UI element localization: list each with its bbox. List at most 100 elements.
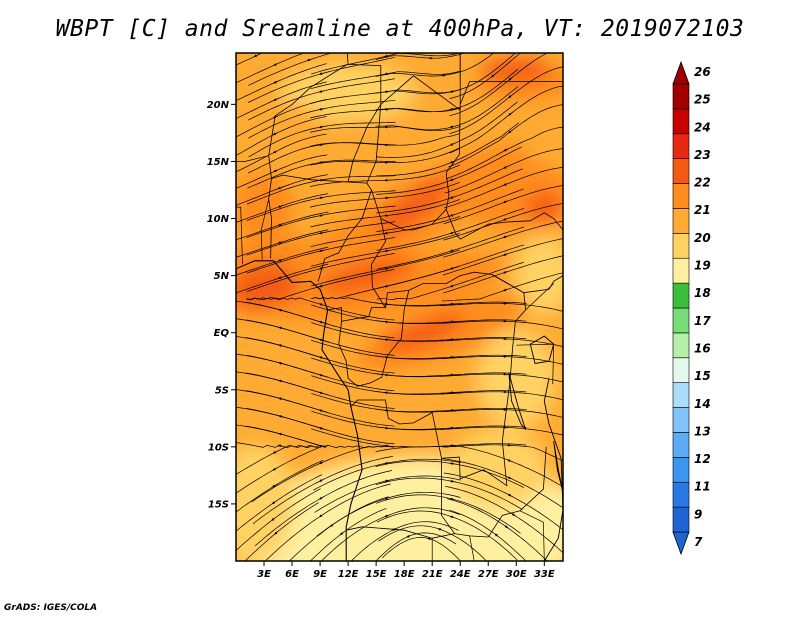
streamline-arrow [306, 58, 313, 62]
lat-tick-label: 5S [215, 385, 229, 396]
streamline-arrow [502, 200, 509, 203]
streamline-arrow [274, 530, 279, 535]
colorbar-label: 16 [694, 341, 711, 355]
streamline-arrow [427, 537, 433, 541]
streamline-arrow [508, 76, 514, 81]
streamline-arrow [278, 344, 284, 348]
colorbar-segment [672, 432, 690, 458]
lat-tick-label: 20N [207, 100, 230, 111]
colorbar-segment [672, 332, 690, 359]
streamline-arrow [271, 517, 277, 521]
streamline-arrow [278, 308, 284, 312]
streamline-arrow [502, 288, 509, 292]
lon-tick-label: 3E [257, 569, 271, 580]
border-line [441, 446, 547, 538]
map-plot-area [236, 53, 563, 561]
colorbar-segment [672, 108, 690, 135]
streamline-arrow [511, 513, 517, 517]
colorbar-label: 13 [694, 424, 711, 438]
border-line [371, 189, 493, 309]
colorbar-label: 23 [694, 148, 711, 162]
streamline-arrow [507, 476, 513, 480]
lon-tick-label: 24E [450, 569, 471, 580]
streamline-arrow [318, 213, 325, 217]
border-line [529, 335, 555, 365]
lat-tick-label: 10S [208, 442, 229, 453]
streamline-arrow [504, 525, 510, 530]
lat-tick-label: 5N [214, 271, 230, 282]
streamline-arrow [272, 115, 279, 119]
streamline-arrow [318, 107, 325, 111]
colorbar-label: 25 [694, 93, 711, 107]
streamline-arrow [437, 528, 444, 531]
streamline-arrow [278, 326, 284, 330]
streamline-arrow [384, 461, 390, 465]
streamline-arrow [384, 231, 390, 235]
colorbar-label: 14 [694, 397, 711, 411]
field-region [278, 62, 419, 123]
streamline-arrow [406, 534, 412, 538]
streamline-arrow [449, 178, 456, 181]
lon-tick-label: 12E [338, 569, 359, 580]
streamline-arrow [449, 125, 456, 129]
streamline-arrow [273, 80, 279, 84]
colorbar-label: 9 [694, 507, 702, 521]
border-line [236, 206, 243, 265]
streamline-arrow [441, 73, 447, 77]
streamline-arrow [318, 284, 325, 288]
streamline-arrow [272, 132, 278, 136]
colorbar-segment [672, 481, 690, 508]
streamline-arrow [273, 98, 279, 101]
border-line [543, 378, 563, 561]
lon-tick-label: 6E [285, 569, 299, 580]
streamline-arrow [449, 107, 456, 111]
lon-tick-label: 15E [366, 569, 387, 580]
border-line [459, 81, 563, 105]
streamline-arrow [318, 231, 325, 235]
colorbar-segment [672, 407, 690, 433]
colorbar-label: 21 [694, 203, 711, 217]
streamline-arrow [507, 111, 513, 116]
streamline-arrow [449, 160, 456, 164]
map-frame [235, 52, 564, 562]
streamline-arrow [278, 397, 284, 401]
streamline-arrow [277, 444, 284, 448]
border-line [553, 441, 563, 493]
lat-axis: 20N 15N 10N 5N EQ 5S 10S 15S [207, 100, 236, 510]
streamline-arrow [277, 186, 283, 190]
lon-tick-label: 9E [313, 569, 327, 580]
streamline-arrow [503, 183, 509, 186]
streamline-arrow [318, 266, 325, 270]
field-region [447, 429, 548, 510]
streamline-arrow [384, 214, 390, 217]
streamline-arrow [318, 496, 325, 500]
border-line [338, 290, 410, 387]
streamlines [236, 53, 563, 561]
colorbar-segment [672, 457, 690, 483]
streamline-arrow [494, 533, 500, 538]
field-region [476, 328, 557, 429]
streamline-arrow [384, 72, 390, 76]
streamline-arrow [277, 223, 284, 226]
colorbar-label: 24 [694, 120, 711, 134]
streamline-arrow [272, 467, 278, 471]
colorbar-label: 15 [694, 369, 711, 383]
colorbar-segment [672, 357, 690, 383]
streamline-arrow [277, 258, 284, 262]
colorbar-label: 22 [694, 176, 711, 190]
lat-tick-label: 10N [207, 214, 230, 225]
border-line [268, 64, 348, 179]
streamline-arrow [384, 496, 390, 500]
field-region [236, 519, 469, 561]
streamline-arrow [318, 303, 325, 306]
streamline-arrow [384, 479, 390, 483]
streamline-arrow [278, 415, 284, 418]
streamline-arrow [277, 241, 284, 244]
border-line [469, 535, 475, 561]
colorbar-segment [672, 382, 690, 408]
streamline-arrow [508, 94, 513, 99]
streamline-arrow [449, 213, 456, 217]
streamline-arrow [318, 72, 325, 75]
lon-tick-label: 30E [506, 569, 527, 580]
lon-tick-label: 33E [534, 569, 555, 580]
